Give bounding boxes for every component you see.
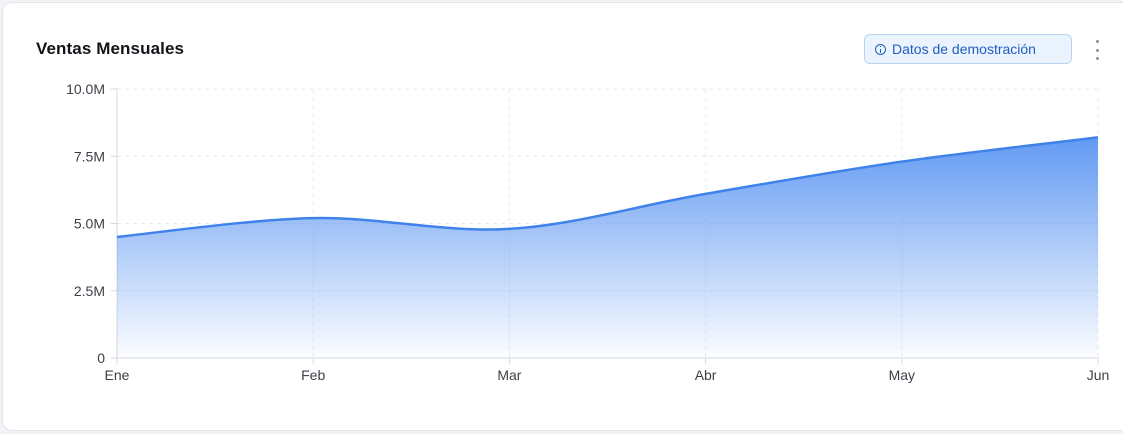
- kebab-menu-icon[interactable]: [1091, 40, 1103, 60]
- x-tick-label: Ene: [105, 367, 130, 383]
- x-tick-label: May: [889, 367, 915, 383]
- x-tick-label: Feb: [301, 367, 325, 383]
- y-tick-label: 7.5M: [74, 148, 105, 164]
- y-tick-label: 5.0M: [74, 216, 105, 232]
- y-tick-label: 0: [97, 350, 105, 366]
- x-tick-label: Abr: [695, 367, 717, 383]
- x-tick-label: Mar: [497, 367, 521, 383]
- chart-title: Ventas Mensuales: [36, 39, 185, 58]
- demo-data-badge[interactable]: Datos de demostración: [864, 34, 1072, 64]
- demo-data-label: Datos de demostración: [892, 41, 1036, 57]
- x-tick-label: Jun: [1087, 367, 1110, 383]
- series-line: [116, 136, 1099, 239]
- info-icon: [875, 43, 886, 55]
- area-fill: [117, 137, 1098, 358]
- y-tick-label: 2.5M: [74, 283, 105, 299]
- y-tick-label: 10.0M: [66, 81, 105, 97]
